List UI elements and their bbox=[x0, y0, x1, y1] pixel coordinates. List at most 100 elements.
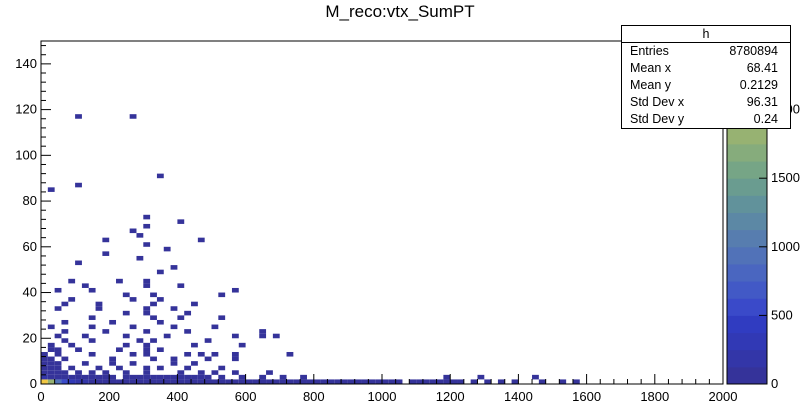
heatmap-cell bbox=[54, 347, 62, 352]
heatmap-cell bbox=[177, 219, 185, 224]
color-scale-segment bbox=[727, 281, 767, 299]
heatmap-cell bbox=[75, 260, 82, 266]
heatmap-cell bbox=[41, 356, 48, 362]
heatmap-cell bbox=[204, 338, 212, 343]
heatmap-cell bbox=[218, 292, 226, 298]
heatmap-cell bbox=[143, 342, 151, 348]
heatmap-cell bbox=[170, 361, 178, 366]
heatmap-cell bbox=[559, 379, 567, 384]
heatmap-cell bbox=[54, 370, 62, 375]
heatmap-cell bbox=[532, 374, 539, 380]
heatmap-cell bbox=[436, 379, 444, 384]
heatmap-cell bbox=[156, 269, 164, 275]
heatmap-cell bbox=[122, 374, 130, 380]
heatmap-cell bbox=[252, 379, 260, 384]
heatmap-cell bbox=[81, 361, 89, 366]
heatmap-cell bbox=[102, 237, 110, 243]
heatmap-cell bbox=[388, 379, 396, 384]
heatmap-cell bbox=[184, 351, 192, 357]
heatmap-cell bbox=[211, 370, 219, 375]
heatmap-cell bbox=[191, 374, 198, 380]
heatmap-cell bbox=[231, 333, 239, 339]
y-tick-label: 60 bbox=[23, 239, 37, 254]
y-tick-label: 40 bbox=[23, 285, 37, 300]
heatmap-cell bbox=[143, 242, 151, 247]
heatmap-cell bbox=[156, 173, 164, 179]
heatmap-cell bbox=[129, 228, 137, 234]
stats-title: h bbox=[622, 26, 790, 43]
heatmap-cell bbox=[422, 379, 430, 384]
heatmap-cell bbox=[88, 351, 96, 357]
color-scale-segment bbox=[727, 178, 767, 196]
heatmap-cell bbox=[225, 379, 232, 384]
heatmap-cell bbox=[170, 306, 178, 311]
heatmap-cell bbox=[177, 370, 185, 375]
heatmap-cell bbox=[279, 374, 287, 380]
heatmap-cell bbox=[497, 379, 505, 384]
stats-value: 0.24 bbox=[753, 112, 778, 126]
heatmap-cell bbox=[122, 333, 130, 339]
heatmap-cell bbox=[218, 379, 226, 384]
z-tick-label: 1500 bbox=[771, 170, 800, 185]
heatmap-cell bbox=[313, 379, 321, 384]
heatmap-cell bbox=[143, 374, 151, 380]
heatmap-cell bbox=[375, 379, 382, 384]
heatmap-cell bbox=[47, 374, 55, 380]
heatmap-cell bbox=[231, 287, 239, 293]
heatmap-cell bbox=[286, 379, 294, 384]
heatmap-cell bbox=[129, 374, 137, 380]
color-scale-segment bbox=[727, 195, 767, 213]
heatmap-cell bbox=[300, 379, 307, 384]
heatmap-cell bbox=[231, 356, 239, 362]
heatmap-cell bbox=[136, 374, 144, 380]
heatmap-cell bbox=[266, 370, 273, 375]
heatmap-cell bbox=[47, 347, 55, 352]
heatmap-cell bbox=[156, 347, 164, 352]
heatmap-cell bbox=[477, 374, 485, 380]
heatmap-cell bbox=[47, 187, 55, 192]
heatmap-cell bbox=[61, 370, 69, 375]
heatmap-cell bbox=[122, 292, 130, 298]
heatmap-cell bbox=[150, 338, 157, 343]
heatmap-cell bbox=[156, 297, 164, 302]
heatmap-cell bbox=[197, 351, 205, 357]
heatmap-cell bbox=[238, 374, 246, 380]
heatmap-cell bbox=[354, 379, 362, 384]
heatmap-cell bbox=[129, 297, 137, 302]
y-tick-label: 100 bbox=[15, 147, 37, 162]
z-tick-label: 1000 bbox=[771, 239, 800, 254]
heatmap-cell bbox=[177, 283, 185, 288]
stats-label: Std Dev y bbox=[630, 112, 685, 126]
heatmap-cells bbox=[41, 114, 580, 384]
heatmap-cell bbox=[300, 374, 307, 380]
heatmap-cell bbox=[88, 324, 96, 330]
heatmap-cell bbox=[170, 379, 178, 384]
x-axis: 0 200 400 600 800 1000 1200 1400 1600 1800 2000 bbox=[37, 374, 737, 404]
y-tick-label: 20 bbox=[23, 330, 37, 345]
stats-row-mean-y: Mean y 0.2129 bbox=[622, 77, 790, 94]
stats-value: 96.31 bbox=[746, 95, 778, 109]
heatmap-cell bbox=[75, 379, 82, 384]
heatmap-cell bbox=[211, 324, 219, 330]
color-scale-segment bbox=[727, 229, 767, 248]
heatmap-cell bbox=[95, 306, 103, 311]
heatmap-cell bbox=[95, 301, 103, 307]
heatmap-cell bbox=[136, 338, 144, 343]
heatmap-cell bbox=[272, 333, 280, 339]
heatmap-cell bbox=[88, 338, 96, 343]
heatmap-cell bbox=[341, 379, 348, 384]
heatmap-cell bbox=[61, 356, 69, 362]
x-tick-label: 1200 bbox=[436, 389, 465, 404]
heatmap-cell bbox=[163, 333, 171, 339]
heatmap-cell bbox=[109, 374, 117, 380]
heatmap-cell bbox=[109, 356, 117, 362]
x-tick-label: 1000 bbox=[368, 389, 397, 404]
heatmap-cell bbox=[150, 315, 157, 320]
heatmap-cell bbox=[47, 370, 55, 375]
heatmap-cell bbox=[143, 329, 151, 334]
heatmap-cell bbox=[129, 361, 137, 366]
heatmap-cell bbox=[293, 379, 301, 384]
heatmap-cell bbox=[443, 374, 451, 380]
heatmap-cell bbox=[41, 379, 48, 384]
x-tick-label: 800 bbox=[303, 389, 325, 404]
